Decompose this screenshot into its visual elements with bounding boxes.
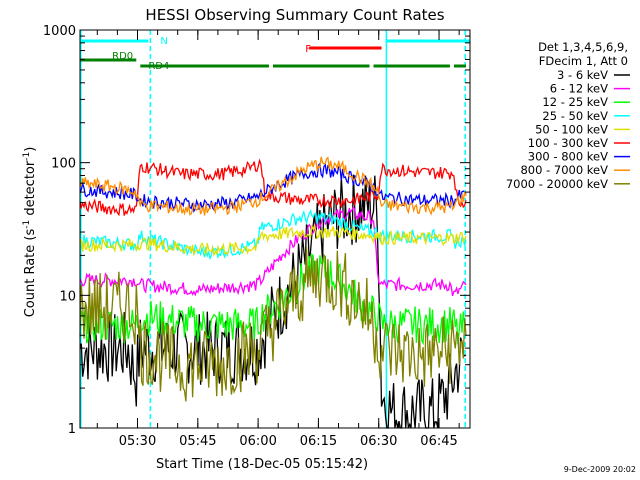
- y-axis-label-part1: Count Rate (s: [23, 229, 38, 318]
- legend-label-3: 25 - 50 keV: [542, 109, 608, 123]
- y-axis-label-sup1: -1: [22, 220, 32, 229]
- y-tick-label-0: 1: [68, 422, 76, 437]
- x-axis-label: Start Time (18-Dec-05 05:15:42): [156, 457, 368, 472]
- legend-label-7: 800 - 7000 keV: [520, 163, 608, 177]
- legend-header-0: Det 1,3,4,5,6,9,: [538, 40, 628, 54]
- series-line-1: [79, 206, 467, 297]
- overlay-label-rd0: RD0: [112, 51, 133, 62]
- y-axis-label: Count Rate (s-1 detector-1): [22, 147, 38, 318]
- legend-label-1: 6 - 12 keV: [550, 82, 608, 96]
- chart-title: HESSI Observing Summary Count Rates: [145, 6, 444, 24]
- series-line-6: [79, 162, 467, 213]
- legend-label-6: 300 - 800 keV: [528, 150, 608, 164]
- x-tick-label-1: 05:45: [179, 434, 216, 449]
- y-axis-label-part2: detector: [23, 160, 38, 220]
- legend-label-2: 12 - 25 keV: [542, 95, 608, 109]
- overlay-label-f: F: [305, 44, 311, 55]
- overlay-label-n: N: [160, 36, 167, 47]
- legend: Det 1,3,4,5,6,9,FDecim 1, Att 03 - 6 keV…: [506, 40, 630, 191]
- y-tick-label-1: 10: [59, 289, 76, 304]
- legend-label-8: 7000 - 20000 keV: [506, 177, 608, 191]
- series-line-3: [79, 209, 467, 261]
- legend-label-5: 100 - 300 keV: [528, 136, 608, 150]
- legend-label-4: 50 - 100 keV: [535, 122, 608, 136]
- series-line-5: [79, 158, 467, 217]
- plot-frame: [79, 29, 471, 429]
- x-tick-label-3: 06:15: [300, 434, 337, 449]
- y-axis-label-part3: ): [23, 147, 38, 152]
- series-line-7: [79, 156, 467, 216]
- x-tick-label-5: 06:45: [420, 434, 457, 449]
- x-tick-label-0: 05:30: [119, 434, 156, 449]
- series-line-2: [79, 252, 467, 346]
- x-tick-label-4: 06:30: [360, 434, 397, 449]
- plot-area: N F RD0 RD4 1 10 100 1000 05:30 05:45 06:00 06:15 06…: [43, 24, 471, 449]
- overlay-label-rd4: RD4: [148, 61, 169, 72]
- y-tick-label-3: 1000: [43, 24, 76, 39]
- series-line-8: [79, 246, 467, 402]
- series-line-4: [79, 223, 467, 258]
- footer-timestamp: 9-Dec-2009 20:02: [564, 465, 636, 474]
- legend-label-0: 3 - 6 keV: [557, 68, 608, 82]
- x-tick-label-2: 06:00: [239, 434, 276, 449]
- legend-header-1: FDecim 1, Att 0: [539, 54, 628, 68]
- y-tick-label-2: 100: [51, 157, 76, 172]
- y-axis-label-sup2: -1: [22, 152, 32, 161]
